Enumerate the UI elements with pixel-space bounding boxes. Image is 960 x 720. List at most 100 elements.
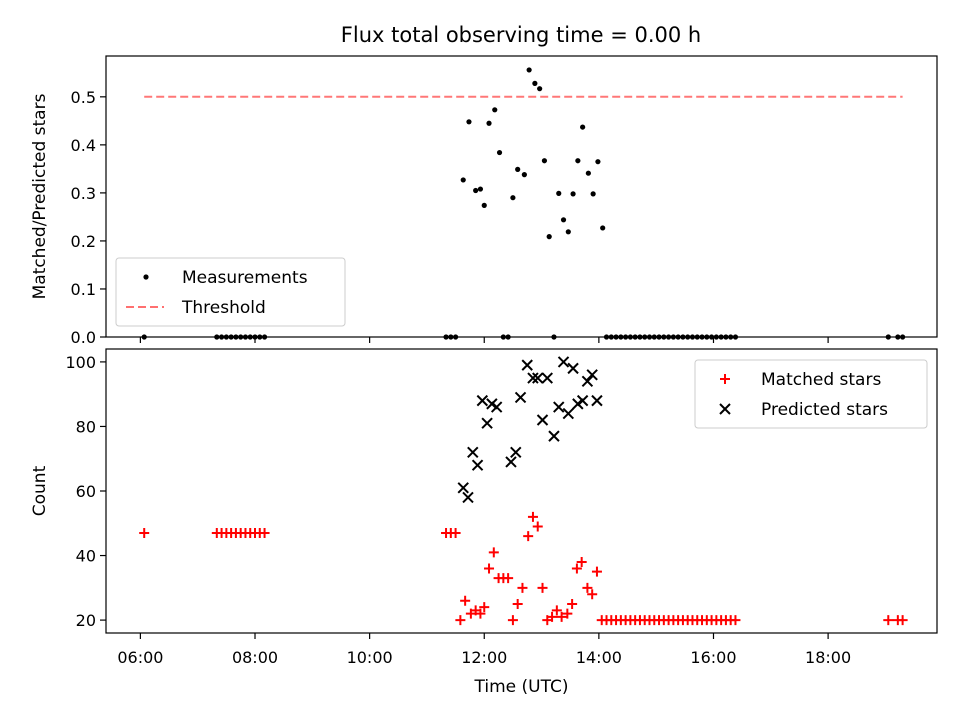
data-point xyxy=(527,372,539,384)
data-point xyxy=(541,372,553,384)
data-point xyxy=(728,334,734,340)
series-matched-stars xyxy=(139,511,908,626)
data-point xyxy=(646,334,653,340)
data-point xyxy=(507,615,518,626)
data-point xyxy=(556,611,567,622)
legend-entry: Threshold xyxy=(126,298,266,318)
data-point xyxy=(536,414,549,426)
data-point xyxy=(514,391,527,404)
series-measurements xyxy=(141,67,906,340)
y-tick-label: 0.1 xyxy=(71,280,96,299)
data-point xyxy=(492,107,498,113)
legend-entry: Measurements xyxy=(143,268,308,288)
data-point xyxy=(670,334,676,340)
data-point xyxy=(546,234,552,240)
data-point xyxy=(618,334,624,340)
x-axis-label: Time (UTC) xyxy=(474,677,569,697)
data-point xyxy=(723,334,729,340)
data-point xyxy=(576,557,587,567)
data-point xyxy=(591,566,602,577)
legend-swatch xyxy=(719,403,731,415)
data-point xyxy=(503,573,514,584)
data-point xyxy=(466,119,472,125)
y-axis-label: Count xyxy=(30,465,50,516)
axes-frame xyxy=(105,55,938,338)
y-tick-label: 20 xyxy=(76,611,96,630)
legend-label: Threshold xyxy=(181,298,266,318)
data-point xyxy=(475,608,486,619)
data-point xyxy=(481,417,493,429)
data-point xyxy=(567,598,578,609)
data-point xyxy=(590,191,596,197)
data-point xyxy=(603,334,610,340)
data-point xyxy=(233,334,239,340)
y-tick-label: 40 xyxy=(76,547,96,566)
legend-label: Predicted stars xyxy=(761,400,888,420)
legend: Measurements Threshold xyxy=(115,257,346,327)
y-tick-label: 0.0 xyxy=(71,328,96,347)
x-tick-label: 12:00 xyxy=(461,648,507,667)
legend-label: Matched stars xyxy=(761,370,881,390)
data-point xyxy=(580,124,586,130)
x-tick-label: 08:00 xyxy=(232,648,278,667)
data-point xyxy=(515,166,521,172)
data-point xyxy=(613,334,619,340)
data-point xyxy=(141,334,147,340)
data-point xyxy=(505,456,517,468)
data-point xyxy=(532,521,543,532)
data-point xyxy=(532,372,544,384)
data-point xyxy=(586,369,598,381)
data-point xyxy=(537,582,548,593)
data-point xyxy=(257,334,263,340)
legend-box xyxy=(115,257,346,327)
data-point xyxy=(708,334,715,340)
data-point xyxy=(462,491,474,504)
data-point xyxy=(448,334,454,340)
data-point xyxy=(551,605,562,616)
data-point xyxy=(238,334,244,340)
data-point xyxy=(486,120,492,126)
data-point xyxy=(481,202,487,208)
data-point xyxy=(460,177,466,183)
data-point xyxy=(488,547,499,558)
legend-entry: Matched stars xyxy=(720,370,881,390)
y-tick-label: 80 xyxy=(76,417,96,436)
data-point xyxy=(479,602,490,613)
data-point xyxy=(582,582,593,593)
y-tick-label: 100 xyxy=(65,353,96,372)
data-point xyxy=(259,527,270,538)
data-point xyxy=(730,615,741,626)
data-point xyxy=(632,334,638,340)
data-point xyxy=(557,356,570,368)
data-point xyxy=(490,401,503,413)
data-point xyxy=(567,362,579,375)
data-point xyxy=(242,334,249,340)
legend: Matched stars Predicted stars xyxy=(694,359,928,429)
data-point xyxy=(551,334,557,340)
data-point xyxy=(656,334,662,340)
data-point xyxy=(885,334,891,340)
data-point xyxy=(732,334,739,340)
data-point xyxy=(527,511,538,522)
series-predicted-stars xyxy=(457,356,603,504)
data-point xyxy=(595,159,601,165)
data-point xyxy=(900,334,906,340)
data-point xyxy=(575,158,581,164)
y-tick-label: 0.5 xyxy=(71,88,96,107)
x-tick-label: 18:00 xyxy=(805,648,851,667)
panel-2: 20 40 60 80 100 06:00 08:00 10:00 12:00 14:00 16:0… xyxy=(30,348,938,697)
data-point xyxy=(218,334,225,340)
data-point xyxy=(642,334,648,340)
data-point xyxy=(680,334,686,340)
data-point xyxy=(512,598,523,609)
data-point xyxy=(651,334,657,340)
data-point xyxy=(457,482,469,494)
data-point xyxy=(591,394,603,407)
data-point xyxy=(897,615,908,626)
data-point xyxy=(685,334,691,340)
data-point xyxy=(484,563,495,574)
y-tick-label: 0.2 xyxy=(71,232,96,251)
legend-label: Measurements xyxy=(182,268,308,288)
y-axis-label: Matched/Predicted stars xyxy=(30,93,50,299)
x-tick-label: 16:00 xyxy=(690,648,736,667)
